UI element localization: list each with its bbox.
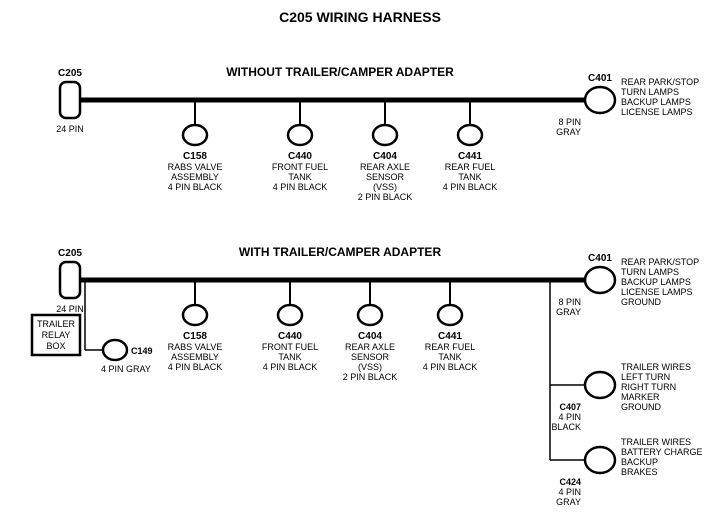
c440-connector (288, 125, 312, 145)
c441-connector (438, 305, 462, 325)
c158-connector (183, 305, 207, 325)
svg-text:4 PIN BLACK: 4 PIN BLACK (443, 182, 498, 192)
svg-text:4 PIN: 4 PIN (558, 487, 581, 497)
svg-text:TRAILER WIRES: TRAILER WIRES (621, 437, 691, 447)
svg-text:RABS VALVE: RABS VALVE (168, 162, 223, 172)
svg-text:BRAKES: BRAKES (621, 467, 658, 477)
c205-connector (60, 82, 80, 118)
svg-text:TANK: TANK (278, 352, 301, 362)
svg-text:ASSEMBLY: ASSEMBLY (171, 172, 219, 182)
c149-connector (103, 340, 127, 360)
c440-connector (278, 305, 302, 325)
svg-text:C404: C404 (358, 331, 382, 342)
svg-text:BACKUP LAMPS: BACKUP LAMPS (621, 97, 691, 107)
svg-text:C441: C441 (458, 151, 482, 162)
svg-text:FRONT FUEL: FRONT FUEL (272, 162, 328, 172)
svg-text:TANK: TANK (438, 352, 461, 362)
svg-text:8 PIN: 8 PIN (558, 117, 581, 127)
svg-text:LEFT TURN: LEFT TURN (621, 372, 670, 382)
c401-connector (585, 267, 615, 293)
c441-connector (458, 125, 482, 145)
c205-connector (60, 262, 80, 298)
svg-text:24 PIN: 24 PIN (56, 124, 84, 134)
svg-text:REAR FUEL: REAR FUEL (425, 342, 476, 352)
svg-text:2 PIN BLACK: 2 PIN BLACK (358, 192, 413, 202)
section-subtitle: WITHOUT TRAILER/CAMPER ADAPTER (226, 65, 454, 79)
svg-text:C401: C401 (588, 73, 612, 84)
svg-text:BOX: BOX (46, 341, 65, 351)
svg-text:TANK: TANK (458, 172, 481, 182)
wiring-diagram: C205 WIRING HARNESS WITHOUT TRAILER/CAMPE… (0, 0, 720, 517)
svg-text:SENSOR: SENSOR (351, 352, 390, 362)
svg-text:MARKER: MARKER (621, 392, 660, 402)
svg-text:(VSS): (VSS) (373, 182, 397, 192)
svg-text:4 PIN BLACK: 4 PIN BLACK (423, 362, 478, 372)
svg-text:BLACK: BLACK (551, 422, 581, 432)
diagram-title: C205 WIRING HARNESS (279, 9, 441, 25)
svg-text:4 PIN GRAY: 4 PIN GRAY (101, 364, 151, 374)
svg-text:GROUND: GROUND (621, 297, 661, 307)
svg-text:TRAILER: TRAILER (37, 319, 76, 329)
svg-text:4 PIN BLACK: 4 PIN BLACK (273, 182, 328, 192)
section-subtitle: WITH TRAILER/CAMPER ADAPTER (239, 245, 442, 259)
svg-text:TRAILER WIRES: TRAILER WIRES (621, 362, 691, 372)
svg-text:ASSEMBLY: ASSEMBLY (171, 352, 219, 362)
svg-text:8 PIN: 8 PIN (558, 297, 581, 307)
svg-text:TURN LAMPS: TURN LAMPS (621, 87, 679, 97)
svg-text:REAR PARK/STOP: REAR PARK/STOP (621, 257, 699, 267)
svg-text:C401: C401 (588, 253, 612, 264)
svg-text:GROUND: GROUND (621, 402, 661, 412)
svg-text:SENSOR: SENSOR (366, 172, 405, 182)
svg-text:BATTERY CHARGE: BATTERY CHARGE (621, 447, 703, 457)
c401-connector (585, 87, 615, 113)
c407-connector (585, 372, 615, 398)
c404-connector (373, 125, 397, 145)
svg-text:C440: C440 (278, 331, 302, 342)
svg-text:C424: C424 (559, 477, 581, 487)
svg-text:RIGHT TURN: RIGHT TURN (621, 382, 676, 392)
svg-text:C149: C149 (131, 346, 153, 356)
svg-text:(VSS): (VSS) (358, 362, 382, 372)
svg-text:4 PIN BLACK: 4 PIN BLACK (168, 182, 223, 192)
svg-text:4 PIN BLACK: 4 PIN BLACK (168, 362, 223, 372)
c158-connector (183, 125, 207, 145)
svg-text:BACKUP: BACKUP (621, 457, 658, 467)
svg-text:BACKUP LAMPS: BACKUP LAMPS (621, 277, 691, 287)
c424-connector (585, 447, 615, 473)
svg-text:REAR PARK/STOP: REAR PARK/STOP (621, 77, 699, 87)
svg-text:GRAY: GRAY (556, 497, 581, 507)
svg-text:C440: C440 (288, 151, 312, 162)
svg-text:LICENSE LAMPS: LICENSE LAMPS (621, 287, 693, 297)
svg-text:C205: C205 (58, 248, 82, 259)
svg-text:RELAY: RELAY (42, 330, 71, 340)
svg-text:REAR FUEL: REAR FUEL (445, 162, 496, 172)
svg-text:2 PIN BLACK: 2 PIN BLACK (343, 372, 398, 382)
svg-text:4 PIN: 4 PIN (558, 412, 581, 422)
svg-text:C404: C404 (373, 151, 397, 162)
svg-text:REAR AXLE: REAR AXLE (345, 342, 395, 352)
svg-text:C407: C407 (559, 402, 581, 412)
svg-text:REAR AXLE: REAR AXLE (360, 162, 410, 172)
svg-text:LICENSE LAMPS: LICENSE LAMPS (621, 107, 693, 117)
c404-connector (358, 305, 382, 325)
svg-text:C205: C205 (58, 68, 82, 79)
svg-text:C158: C158 (183, 331, 207, 342)
svg-text:GRAY: GRAY (556, 307, 581, 317)
svg-text:GRAY: GRAY (556, 127, 581, 137)
svg-text:RABS VALVE: RABS VALVE (168, 342, 223, 352)
svg-text:FRONT FUEL: FRONT FUEL (262, 342, 318, 352)
svg-text:TURN LAMPS: TURN LAMPS (621, 267, 679, 277)
svg-text:4 PIN BLACK: 4 PIN BLACK (263, 362, 318, 372)
svg-text:C158: C158 (183, 151, 207, 162)
svg-text:24 PIN: 24 PIN (56, 304, 84, 314)
svg-text:C441: C441 (438, 331, 462, 342)
svg-text:TANK: TANK (288, 172, 311, 182)
